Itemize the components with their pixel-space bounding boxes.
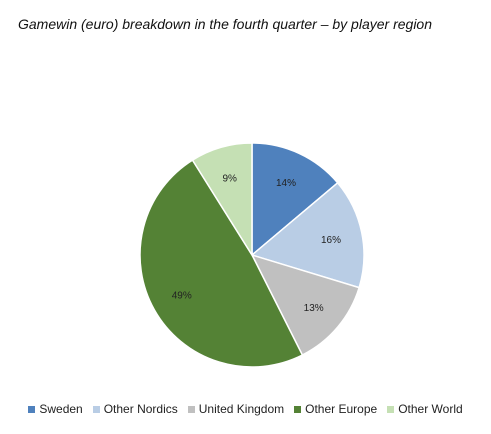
legend-label: Other World [398,402,463,416]
chart-legend: Sweden Other Nordics United Kingdom Othe… [0,402,491,416]
data-label-united-kingdom: 13% [304,303,324,314]
data-label-other-nordics: 16% [321,235,341,246]
legend-swatch [187,405,195,413]
legend-item-other-world: Other World [387,402,463,416]
legend-label: Other Europe [305,402,378,416]
pie-slice-other-nordics [250,181,365,289]
legend-swatch [28,405,36,413]
pie-slice-other-world [191,142,253,258]
data-label-other-world: 9% [222,173,237,184]
pie-slice-united-kingdom [250,253,361,357]
chart-title: Gamewin (euro) breakdown in the fourth q… [18,16,432,32]
data-label-sweden: 14% [276,178,296,189]
pie-chart: 14% 16% 13% 49% 9% [139,142,365,368]
legend-swatch [92,405,100,413]
pie-slice-other-europe [139,159,304,368]
legend-label: Sweden [39,402,83,416]
data-label-other-europe: 49% [172,291,192,302]
legend-item-united-kingdom: United Kingdom [187,402,285,416]
legend-swatch [294,405,302,413]
legend-label: United Kingdom [198,402,285,416]
legend-item-other-nordics: Other Nordics [92,402,178,416]
legend-label: Other Nordics [103,402,178,416]
pie-slice-sweden [251,142,339,257]
legend-swatch [387,405,395,413]
legend-item-other-europe: Other Europe [294,402,377,416]
legend-item-sweden: Sweden [28,402,83,416]
